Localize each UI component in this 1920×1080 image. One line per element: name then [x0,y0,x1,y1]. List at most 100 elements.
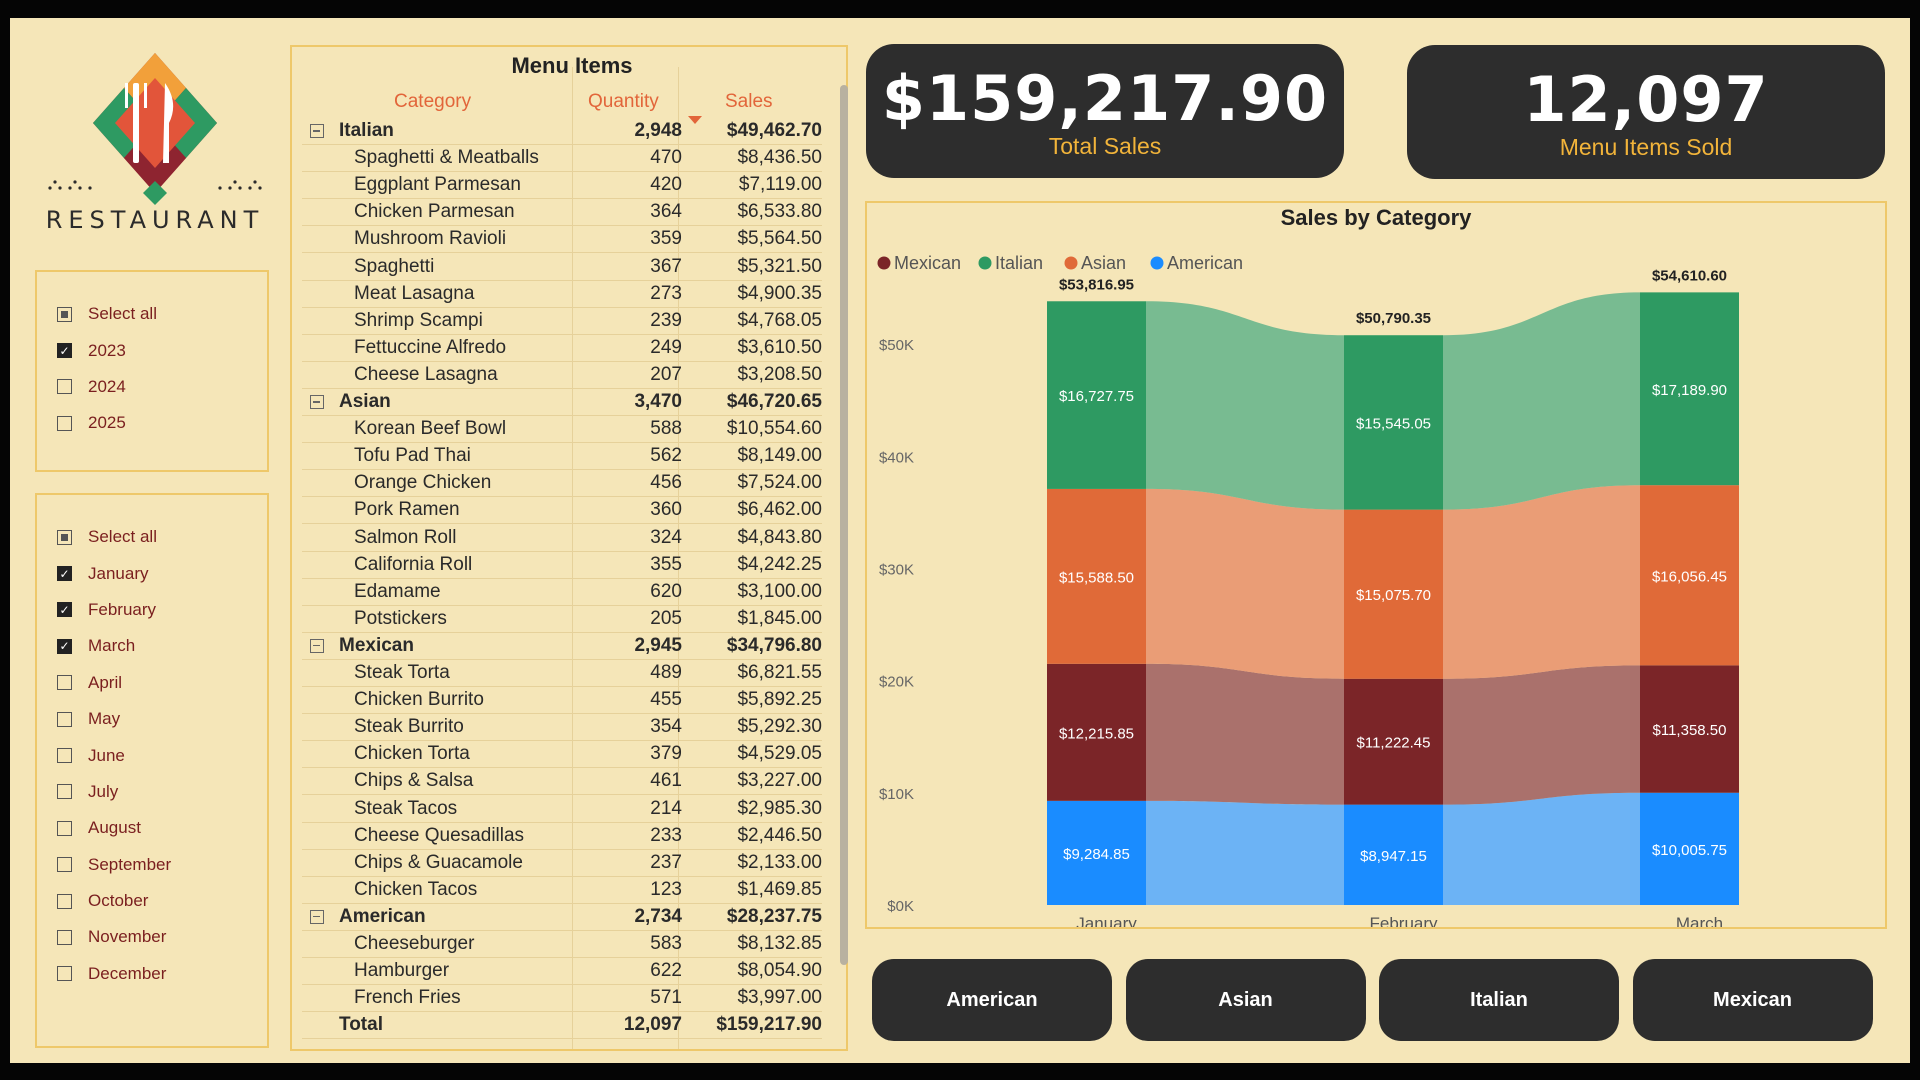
column-header-category[interactable]: Category [394,91,472,112]
cell-sales: $4,843.80 [737,526,822,548]
checkbox-checked-icon[interactable]: ✓ [57,602,72,618]
item-row[interactable]: Spaghetti & Meatballs 470 $8,436.50 [302,144,822,173]
table-scrollbar[interactable] [840,85,848,965]
total-row[interactable]: Total 12,097 $159,217.90 [302,1011,822,1040]
cell-sales: $8,054.90 [737,960,822,982]
item-row[interactable]: Salmon Roll 324 $4,843.80 [302,524,822,552]
collapse-icon[interactable] [310,909,324,924]
item-row[interactable]: Steak Burrito 354 $5,292.30 [302,713,822,742]
year-slicer-option[interactable]: 2024 [37,369,267,405]
option-label: September [88,854,172,874]
item-row[interactable]: Chicken Tacos 123 $1,469.85 [302,876,822,904]
month-slicer-option[interactable]: July [37,774,267,810]
checkbox-icon[interactable] [57,857,72,873]
cell-quantity: 239 [650,309,682,331]
cell-sales: $5,321.50 [737,255,822,277]
legend-marker-icon [1150,256,1164,270]
checkbox-icon[interactable] [57,820,72,836]
option-label: 2025 [88,413,126,433]
data-label: $10,005.75 [1652,842,1727,859]
category-button-mexican[interactable]: Mexican [1632,959,1873,1041]
month-slicer-option[interactable]: ✓ January [37,555,267,591]
cell-quantity: 360 [650,499,682,521]
checkbox-partial-icon[interactable] [57,306,72,322]
month-slicer-option[interactable]: August [37,810,267,846]
item-row[interactable]: Chicken Burrito 455 $5,892.25 [302,686,822,715]
category-row[interactable]: American 2,734 $28,237.75 [302,903,822,931]
option-label: July [88,781,119,801]
month-slicer-option[interactable]: June [37,737,267,773]
item-row[interactable]: Edamame 620 $3,100.00 [302,578,822,606]
collapse-icon[interactable] [310,395,324,409]
month-slicer-option[interactable]: April [37,665,267,701]
bar-segment-italian [1047,301,1146,489]
category-row[interactable]: Mexican 2,945 $34,796.80 [302,632,822,660]
category-button-american[interactable]: American [872,959,1112,1041]
item-row[interactable]: Shrimp Scampi 239 $4,768.05 [302,307,822,335]
item-row[interactable]: Pork Ramen 360 $6,462.00 [302,496,822,525]
checkbox-icon[interactable] [57,415,72,431]
checkbox-icon[interactable] [57,748,72,764]
column-header-sales[interactable]: Sales [725,91,773,112]
checkbox-icon[interactable] [57,711,72,727]
column-header-quantity[interactable]: Quantity [588,91,659,112]
collapse-icon[interactable] [310,124,324,138]
item-row[interactable]: Cheese Lasagna 207 $3,208.50 [302,361,822,389]
month-slicer-option[interactable]: September [37,847,267,883]
checkbox-icon[interactable] [57,675,72,691]
item-row[interactable]: Mushroom Ravioli 359 $5,564.50 [302,225,822,254]
month-slicer-option[interactable]: December [37,956,267,992]
year-slicer-option[interactable]: 2025 [37,405,267,441]
cell-sales: $5,892.25 [737,689,822,711]
cell-sales: $1,469.85 [737,878,822,900]
item-row[interactable]: Fettuccine Alfredo 249 $3,610.50 [302,334,822,362]
month-slicer-option[interactable]: ✓ March [37,628,267,664]
checkbox-checked-icon[interactable]: ✓ [57,638,72,654]
month-slicer-option[interactable]: November [37,919,267,955]
checkbox-checked-icon[interactable]: ✓ [57,566,72,582]
item-row[interactable]: Potstickers 205 $1,845.00 [302,605,822,633]
item-row[interactable]: Steak Torta 489 $6,821.55 [302,659,822,687]
item-row[interactable]: Cheeseburger 583 $8,132.85 [302,930,822,958]
item-row[interactable]: Spaghetti 367 $5,321.50 [302,253,822,281]
item-row[interactable]: Hamburger 622 $8,054.90 [302,957,822,986]
checkbox-partial-icon[interactable] [57,529,72,545]
checkbox-icon[interactable] [57,784,72,800]
checkbox-icon[interactable] [57,966,72,982]
cell-quantity: 489 [650,662,682,683]
category-row[interactable]: Italian 2,948 $49,462.70 [302,117,822,145]
year-slicer-option[interactable]: ✓ 2023 [37,332,267,368]
item-row[interactable]: Steak Tacos 214 $2,985.30 [302,795,822,823]
ribbon-american [1146,800,1344,905]
category-button-italian[interactable]: Italian [1379,959,1619,1041]
checkbox-icon[interactable] [57,893,72,909]
cell-quantity: 588 [650,418,682,440]
item-row[interactable]: California Roll 355 $4,242.25 [302,551,822,579]
collapse-icon[interactable] [310,638,324,653]
item-row[interactable]: Meat Lasagna 273 $4,900.35 [302,280,822,308]
item-row[interactable]: Cheese Quesadillas 233 $2,446.50 [302,822,822,850]
month-slicer-option[interactable]: May [37,701,267,737]
month-slicer-option[interactable]: Select all [37,519,267,555]
item-row[interactable]: Chips & Guacamole 237 $2,133.00 [302,849,822,877]
category-row[interactable]: Asian 3,470 $46,720.65 [302,388,822,416]
item-row[interactable]: Tofu Pad Thai 562 $8,149.00 [302,442,822,471]
item-row[interactable]: Eggplant Parmesan 420 $7,119.00 [302,171,822,200]
data-label: $15,545.05 [1356,415,1431,432]
month-slicer-option[interactable]: ✓ February [37,592,267,628]
month-slicer-option[interactable]: October [37,883,267,919]
item-row[interactable]: Orange Chicken 456 $7,524.00 [302,469,822,498]
item-row[interactable]: Chicken Parmesan 364 $6,533.80 [302,198,822,227]
cell-sales: $46,720.65 [726,391,822,412]
cell-quantity: 2,734 [634,905,682,927]
year-slicer-option[interactable]: Select all [37,296,267,332]
checkbox-checked-icon[interactable]: ✓ [57,343,72,359]
item-row[interactable]: Korean Beef Bowl 588 $10,554.60 [302,415,822,444]
cell-quantity: 583 [650,933,682,954]
category-button-asian[interactable]: Asian [1125,959,1366,1041]
item-row[interactable]: Chicken Torta 379 $4,529.05 [302,740,822,769]
item-row[interactable]: French Fries 571 $3,997.00 [302,984,822,1013]
item-row[interactable]: Chips & Salsa 461 $3,227.00 [302,767,822,796]
checkbox-icon[interactable] [57,379,72,395]
checkbox-icon[interactable] [57,929,72,945]
